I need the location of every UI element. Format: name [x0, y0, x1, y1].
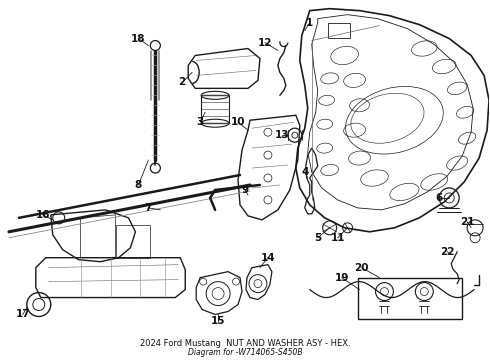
Text: 11: 11 — [330, 233, 345, 243]
Bar — [358, 278, 462, 319]
Text: 10: 10 — [231, 117, 245, 127]
Text: 19: 19 — [335, 273, 349, 283]
Text: 3: 3 — [196, 117, 204, 127]
Text: 1: 1 — [306, 18, 314, 28]
Text: 7: 7 — [145, 203, 152, 213]
Text: 16: 16 — [36, 210, 50, 220]
Text: 4: 4 — [301, 167, 309, 177]
Text: 17: 17 — [16, 310, 30, 319]
Text: 22: 22 — [440, 247, 454, 257]
Text: 14: 14 — [261, 253, 275, 263]
Text: 8: 8 — [135, 180, 142, 190]
Text: 20: 20 — [354, 263, 369, 273]
Text: 2: 2 — [179, 77, 186, 87]
Text: 15: 15 — [211, 316, 225, 327]
Text: 13: 13 — [274, 130, 289, 140]
Text: Diagram for -W714065-S450B: Diagram for -W714065-S450B — [188, 348, 302, 357]
Text: 9: 9 — [242, 185, 248, 195]
Text: 5: 5 — [314, 233, 321, 243]
Text: 2024 Ford Mustang  NUT AND WASHER ASY - HEX.: 2024 Ford Mustang NUT AND WASHER ASY - H… — [140, 339, 350, 348]
Text: 12: 12 — [258, 37, 272, 48]
Text: 18: 18 — [131, 33, 146, 44]
Text: 6: 6 — [436, 193, 443, 203]
Text: 21: 21 — [460, 217, 474, 227]
